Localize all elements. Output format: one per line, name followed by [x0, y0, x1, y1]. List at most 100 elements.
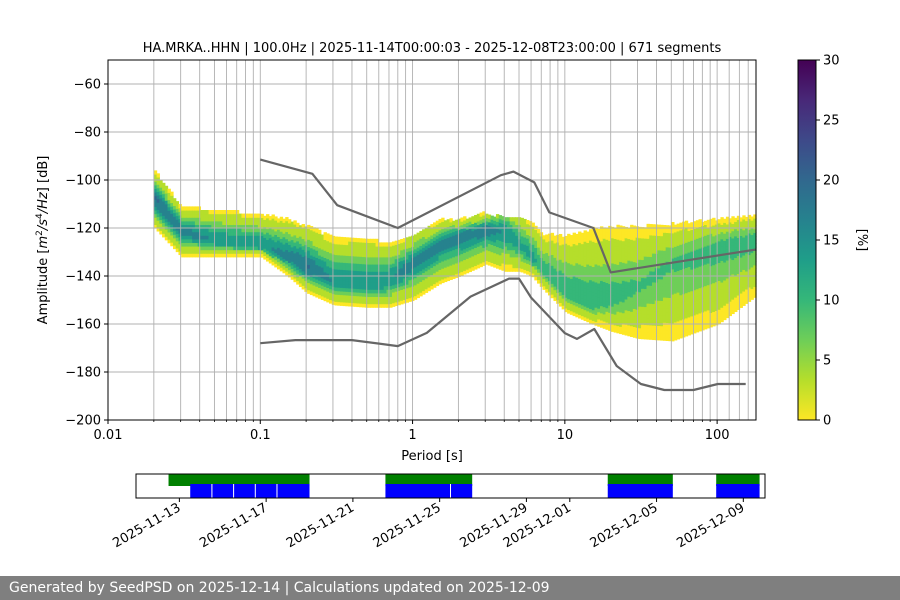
density-cell	[657, 285, 661, 291]
density-cell	[164, 185, 169, 190]
density-cell	[315, 246, 319, 251]
density-cell	[282, 236, 286, 241]
density-cell	[471, 216, 475, 221]
density-cell	[164, 210, 169, 216]
density-cell	[575, 295, 579, 300]
density-cell	[375, 292, 379, 297]
density-cell	[474, 236, 478, 241]
density-cell	[671, 239, 675, 245]
density-cell	[734, 300, 738, 305]
density-cell	[257, 220, 262, 225]
density-cell	[742, 269, 746, 274]
density-cell	[665, 254, 670, 259]
density-cell	[517, 267, 522, 272]
density-cell	[326, 280, 330, 285]
density-cell	[616, 311, 620, 316]
density-cell	[684, 281, 689, 287]
density-cell	[712, 261, 716, 266]
density-cell	[364, 263, 368, 269]
density-cell	[156, 205, 160, 210]
density-cell	[443, 223, 448, 229]
density-cell	[632, 286, 637, 291]
density-cell	[441, 246, 445, 251]
density-cell	[646, 277, 650, 283]
density-cell	[285, 224, 289, 229]
density-cell	[162, 190, 166, 195]
density-cell	[608, 229, 612, 234]
density-cell	[720, 235, 724, 240]
density-cell	[684, 307, 689, 312]
density-cell	[479, 248, 483, 253]
density-cell	[479, 244, 483, 250]
density-cell	[594, 314, 598, 319]
density-cell	[183, 253, 188, 258]
density-cell	[364, 299, 368, 305]
x-axis-label: Period [s]	[401, 449, 463, 464]
density-cell	[495, 250, 500, 255]
density-cell	[643, 252, 648, 257]
density-cell	[594, 238, 598, 243]
density-cell	[501, 259, 505, 264]
density-cell	[422, 229, 426, 234]
density-cell	[156, 202, 160, 207]
density-cell	[460, 221, 464, 226]
density-cell	[329, 281, 333, 286]
density-cell	[479, 259, 483, 264]
density-cell	[485, 246, 489, 251]
density-cell	[679, 298, 683, 303]
density-cell	[194, 217, 199, 222]
density-cell	[460, 235, 464, 240]
density-cell	[591, 234, 596, 239]
density-cell	[189, 206, 193, 211]
density-cell	[419, 263, 423, 268]
density-cell	[580, 243, 585, 248]
density-cell	[660, 307, 664, 312]
density-cell	[709, 283, 713, 288]
density-cell	[712, 217, 716, 222]
density-cell	[378, 271, 382, 276]
density-cell	[621, 327, 626, 332]
density-cell	[482, 232, 486, 238]
density-cell	[706, 284, 711, 289]
density-cell	[318, 290, 322, 296]
density-cell	[367, 282, 371, 287]
density-cell	[693, 318, 697, 323]
density-cell	[402, 266, 407, 272]
density-cell	[370, 296, 374, 301]
density-cell	[200, 235, 204, 240]
density-cell	[578, 260, 582, 265]
density-cell	[520, 235, 524, 241]
density-cell	[203, 224, 207, 229]
density-cell	[435, 231, 440, 236]
density-cell	[589, 247, 593, 252]
density-cell	[279, 256, 284, 261]
density-cell	[230, 228, 234, 233]
density-cell	[624, 284, 628, 289]
density-cell	[312, 238, 316, 243]
density-cell	[553, 260, 557, 266]
density-cell	[712, 297, 716, 302]
density-cell	[624, 327, 628, 332]
density-cell	[326, 255, 330, 260]
density-cell	[427, 251, 431, 256]
density-cell	[337, 265, 341, 270]
density-cell	[375, 296, 379, 301]
density-cell	[186, 231, 191, 236]
density-cell	[271, 250, 275, 255]
density-cell	[296, 244, 300, 249]
density-cell	[575, 266, 579, 271]
density-cell	[159, 187, 163, 192]
density-cell	[463, 234, 467, 239]
density-cell	[238, 228, 243, 233]
density-cell	[241, 235, 245, 240]
density-cell	[378, 264, 382, 269]
density-cell	[345, 294, 349, 300]
density-cell	[750, 216, 754, 221]
density-cell	[389, 303, 393, 308]
density-cell	[331, 275, 336, 280]
density-cell	[690, 330, 694, 335]
density-cell	[419, 277, 423, 282]
density-cell	[520, 225, 524, 230]
density-cell	[263, 255, 267, 260]
density-cell	[430, 234, 434, 240]
